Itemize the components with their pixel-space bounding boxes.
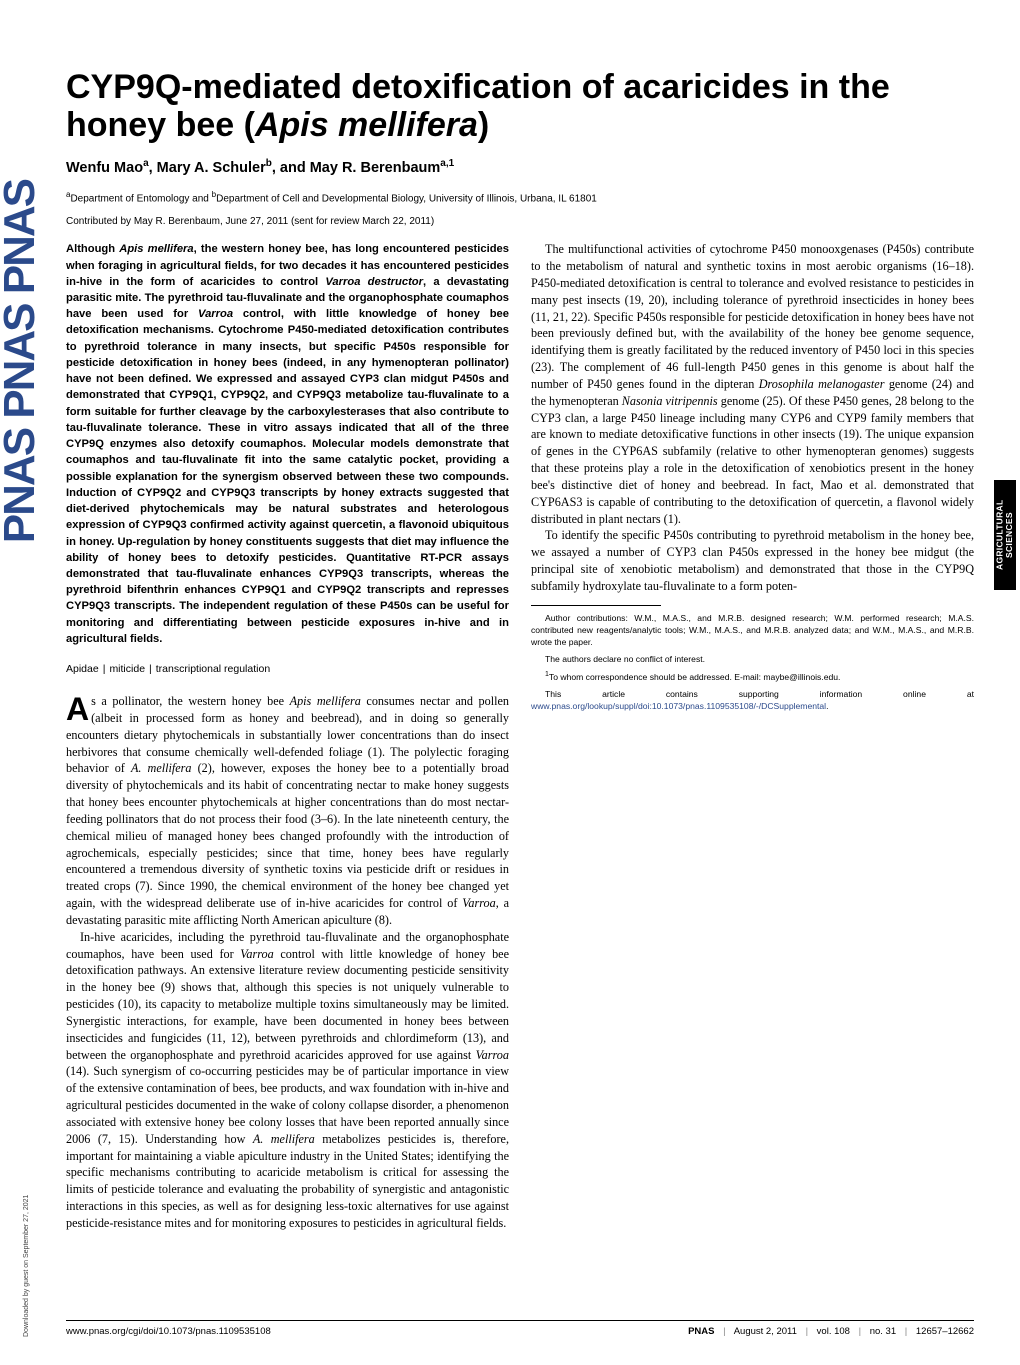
footer-separator: | bbox=[723, 1326, 725, 1337]
author-contributions: Author contributions: W.M., M.A.S., and … bbox=[531, 612, 974, 648]
conflict-statement: The authors declare no conflict of inter… bbox=[531, 653, 974, 665]
title-text-suffix: ) bbox=[478, 106, 489, 144]
journal-sidebar: PNAS PNAS PNAS bbox=[0, 0, 40, 1365]
footer-separator: | bbox=[806, 1326, 808, 1337]
supplemental-info: This article contains supporting informa… bbox=[531, 688, 974, 712]
body-paragraph: To identify the specific P450s contribut… bbox=[531, 527, 974, 594]
keyword: Apidae bbox=[66, 663, 99, 675]
footer-doi[interactable]: www.pnas.org/cgi/doi/10.1073/pnas.110953… bbox=[66, 1326, 271, 1337]
keyword: miticide bbox=[109, 663, 145, 675]
para1-text: s a pollinator, the western honey bee Ap… bbox=[66, 694, 509, 927]
footer-separator: | bbox=[859, 1326, 861, 1337]
body-paragraph: As a pollinator, the western honey bee A… bbox=[66, 693, 509, 929]
footer-separator: | bbox=[905, 1326, 907, 1337]
supplemental-prefix: This article contains supporting informa… bbox=[545, 689, 974, 699]
dropcap: A bbox=[66, 693, 91, 724]
footer-journal: PNAS bbox=[688, 1326, 714, 1337]
footnote-rule bbox=[531, 605, 661, 606]
footnotes: Author contributions: W.M., M.A.S., and … bbox=[531, 612, 974, 712]
keywords: Apidae|miticide|transcriptional regulati… bbox=[66, 663, 509, 675]
keyword-separator: | bbox=[103, 663, 106, 675]
contributed-line: Contributed by May R. Berenbaum, June 27… bbox=[66, 216, 974, 227]
body-paragraph: In-hive acaricides, including the pyreth… bbox=[66, 929, 509, 1232]
two-column-body: Although Apis mellifera, the western hon… bbox=[66, 241, 974, 1261]
keyword-separator: | bbox=[149, 663, 152, 675]
keyword: transcriptional regulation bbox=[156, 663, 270, 675]
article-content: CYP9Q-mediated detoxification of acarici… bbox=[66, 68, 974, 1261]
article-title: CYP9Q-mediated detoxification of acarici… bbox=[66, 68, 974, 144]
footer-issue: no. 31 bbox=[870, 1326, 896, 1337]
footer-date: August 2, 2011 bbox=[734, 1326, 797, 1337]
author-list: Wenfu Maoa, Mary A. Schulerb, and May R.… bbox=[66, 158, 974, 176]
supplemental-link[interactable]: www.pnas.org/lookup/suppl/doi:10.1073/pn… bbox=[531, 701, 826, 711]
pnas-vertical-logo: PNAS PNAS PNAS bbox=[1, 180, 38, 543]
download-watermark: Downloaded by guest on September 27, 202… bbox=[23, 1195, 30, 1337]
page-footer: www.pnas.org/cgi/doi/10.1073/pnas.110953… bbox=[66, 1320, 974, 1337]
supplemental-suffix: . bbox=[826, 701, 828, 711]
subject-category-tab: AGRICULTURAL SCIENCES bbox=[994, 480, 1016, 590]
body-paragraph: The multifunctional activities of cytoch… bbox=[531, 241, 974, 527]
affiliations: aDepartment of Entomology and bDepartmen… bbox=[66, 190, 974, 204]
abstract: Although Apis mellifera, the western hon… bbox=[66, 241, 509, 647]
footer-pages: 12657–12662 bbox=[916, 1326, 974, 1337]
footer-volume: vol. 108 bbox=[817, 1326, 850, 1337]
title-species: Apis mellifera bbox=[255, 106, 478, 144]
correspondence: 1To whom correspondence should be addres… bbox=[531, 670, 974, 683]
footer-citation: PNAS | August 2, 2011 | vol. 108 | no. 3… bbox=[688, 1326, 974, 1337]
